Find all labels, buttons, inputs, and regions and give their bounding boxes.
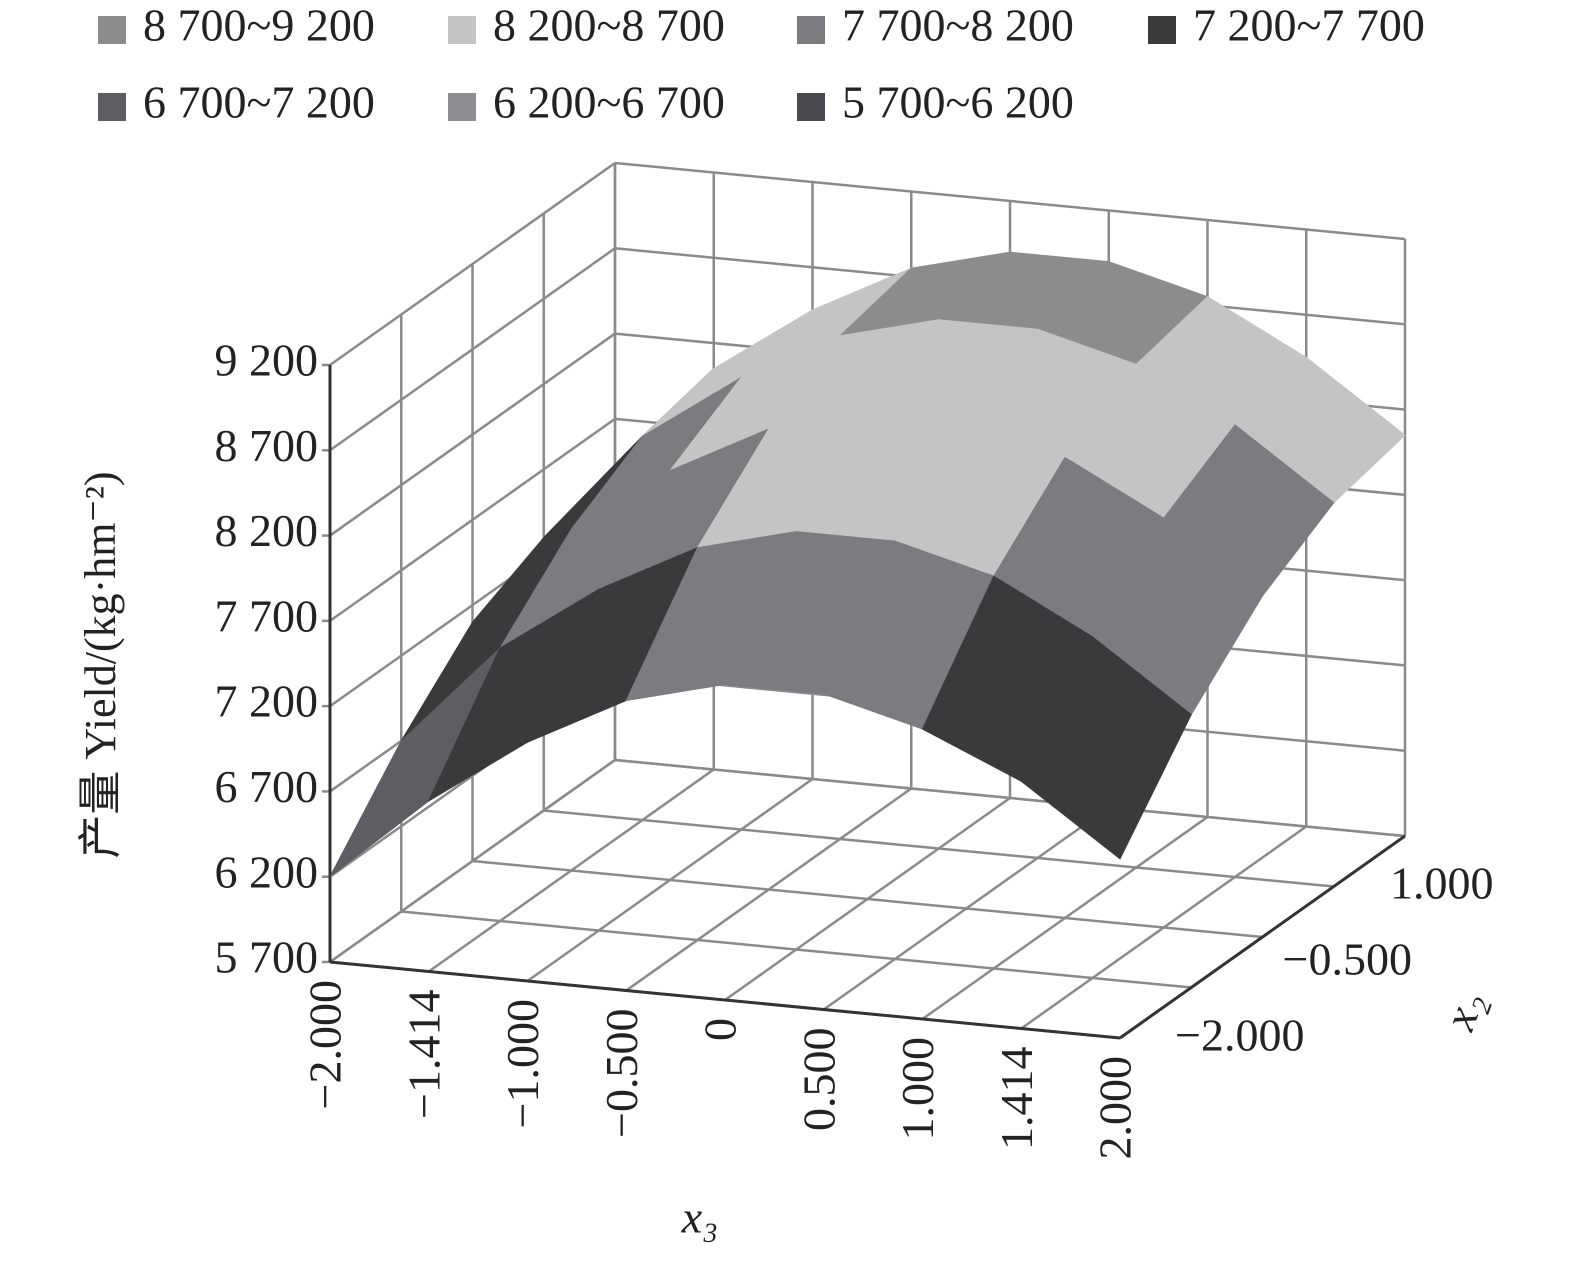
z-tick-label: 6 700 (215, 761, 319, 812)
y-tick-label: 1.000 (1390, 858, 1494, 909)
z-tick-label: 7 700 (215, 590, 319, 641)
legend-swatch (448, 93, 476, 121)
legend-swatch (797, 93, 825, 121)
legend-swatch (1148, 16, 1176, 44)
floor-grid (401, 910, 1192, 989)
x-tick-label: −1.414 (398, 990, 449, 1119)
axis-line (1119, 834, 1406, 1040)
z-tick-label: 9 200 (215, 335, 319, 386)
x-tick-label: −0.500 (596, 1009, 647, 1138)
x-tick-label: 0 (695, 1018, 746, 1041)
z-tick-label: 8 700 (215, 420, 319, 471)
legend-swatch (98, 93, 126, 121)
legend-label: 8 700~9 200 (143, 0, 375, 51)
surface-patch (1020, 636, 1192, 860)
z-tick-label: 8 200 (215, 505, 319, 556)
x-tick-label: 1.414 (991, 1047, 1042, 1151)
x-axis-title: x₃ (681, 1192, 718, 1243)
axis-line (329, 960, 1121, 1040)
z-tick-label: 5 700 (215, 932, 319, 983)
y-tick-label: −2.000 (1175, 1010, 1304, 1061)
legend-label: 5 700~6 200 (842, 77, 1074, 128)
x-tick-label: 1.000 (892, 1037, 943, 1141)
x-tick-label: 2.000 (1090, 1056, 1141, 1160)
y-tick-label: −0.500 (1283, 934, 1412, 985)
legend-label: 7 200~7 700 (1193, 0, 1425, 51)
legend-swatch (797, 16, 825, 44)
z-tick-label: 7 200 (215, 676, 319, 727)
legend-label: 8 200~8 700 (493, 0, 725, 51)
legend-label: 6 200~6 700 (493, 77, 725, 128)
legend-label: 6 700~7 200 (143, 77, 375, 128)
legend-swatch (448, 16, 476, 44)
floor-grid (614, 758, 1406, 838)
x-tick-label: −2.000 (300, 980, 351, 1109)
legend-label: 7 700~8 200 (842, 0, 1074, 51)
z-axis-title: 产量 Yield/(kg·hm⁻²) (76, 471, 125, 858)
floor-grid (543, 809, 1334, 888)
z-tick-label: 6 200 (215, 846, 319, 897)
floor-grid (472, 859, 1263, 939)
legend-swatch (98, 16, 126, 44)
y-axis-title: x₂ (1433, 984, 1494, 1037)
x-tick-label: −1.000 (497, 999, 548, 1128)
x-tick-label: 0.500 (793, 1028, 844, 1132)
